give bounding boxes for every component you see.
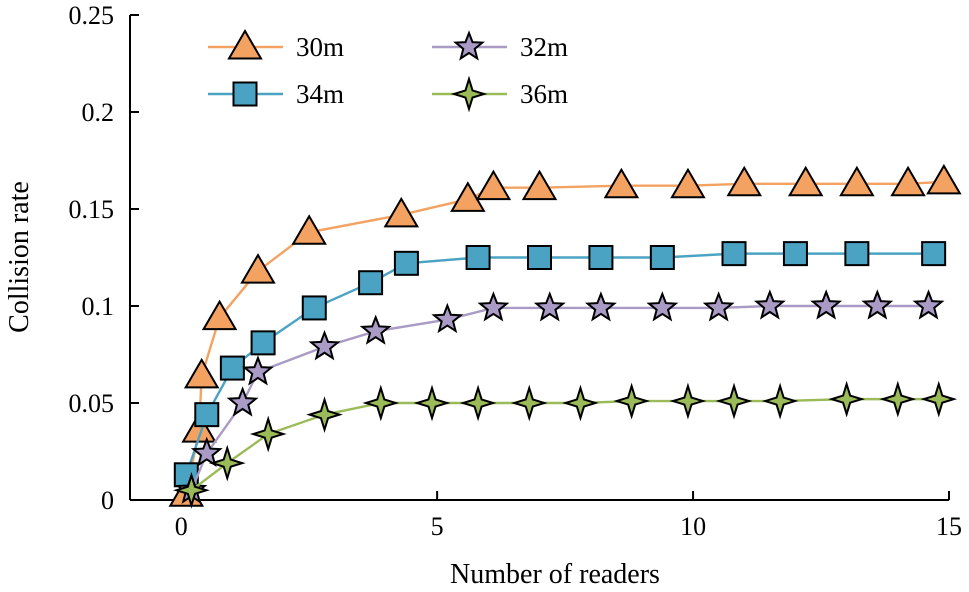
legend: 30m 34m 32m 36m — [208, 29, 568, 113]
data-point-32m — [308, 329, 341, 361]
data-point-30m — [787, 165, 824, 197]
data-point-30m — [603, 167, 640, 199]
data-point-30m — [890, 165, 926, 197]
data-point-30m — [475, 169, 512, 201]
y-tick-label: 0.15 — [69, 195, 115, 224]
x-tick-label: 0 — [175, 512, 188, 541]
legend-marker-34m — [232, 81, 258, 107]
data-point-32m — [861, 289, 894, 320]
data-point-32m — [190, 436, 223, 468]
data-point-30m — [521, 169, 558, 201]
series-line-36m — [190, 397, 939, 492]
data-point-34m — [921, 241, 947, 267]
data-point-32m — [533, 291, 566, 322]
data-point-30m — [926, 163, 962, 195]
y-tick-label: 0.2 — [82, 98, 115, 127]
series-line-32m — [190, 304, 929, 491]
data-point-30m — [291, 214, 327, 245]
data-point-36m — [459, 384, 497, 422]
legend-marker-36m — [450, 75, 488, 113]
legend-item-32m: 32m — [432, 30, 568, 62]
data-point-36m — [208, 444, 246, 482]
data-point-30m — [240, 253, 276, 284]
data-point-32m — [477, 291, 510, 322]
data-point-32m — [810, 289, 843, 320]
series-34m — [173, 241, 947, 488]
data-point-32m — [753, 289, 786, 320]
series-layer — [168, 163, 962, 509]
x-axis-title: Number of readers — [450, 559, 660, 590]
legend-item-34m: 34m — [208, 79, 344, 109]
data-point-36m — [879, 380, 917, 418]
data-point-34m — [844, 241, 870, 267]
legend-marker-30m — [227, 29, 263, 60]
data-point-34m — [358, 270, 384, 296]
data-point-36m — [920, 380, 958, 418]
data-point-36m — [510, 384, 548, 422]
data-point-36m — [249, 415, 287, 453]
series-line-30m — [185, 180, 944, 495]
data-point-34m — [527, 245, 552, 270]
y-tick-label: 0.1 — [82, 292, 115, 321]
data-point-34m — [250, 330, 276, 356]
axes — [129, 15, 949, 501]
data-point-30m — [383, 196, 420, 228]
ticks: 0 5 10 15 0 0.05 0.1 0.15 0.2 0.25 — [69, 1, 963, 541]
data-point-30m — [201, 299, 238, 331]
data-point-34m — [393, 250, 419, 276]
data-point-32m — [431, 302, 464, 334]
data-point-34m — [588, 245, 614, 270]
x-tick-label: 10 — [680, 512, 706, 541]
data-point-34m — [782, 241, 808, 267]
data-point-34m — [649, 245, 675, 270]
legend-label: 36m — [520, 79, 568, 109]
data-point-36m — [173, 471, 210, 509]
x-tick-label: 15 — [936, 512, 962, 541]
y-tick-label: 0.25 — [69, 1, 115, 30]
data-point-30m — [670, 167, 706, 199]
data-point-30m — [183, 357, 220, 389]
data-point-32m — [912, 289, 945, 320]
legend-item-36m: 36m — [432, 75, 568, 113]
y-tick-label: 0 — [101, 486, 114, 515]
legend-label: 34m — [296, 79, 344, 109]
data-point-34m — [721, 241, 747, 267]
data-point-36m — [669, 382, 707, 420]
data-point-34m — [465, 245, 491, 270]
y-tick-label: 0.05 — [69, 389, 115, 418]
data-point-32m — [226, 386, 259, 417]
data-point-32m — [702, 291, 735, 322]
data-point-34m — [219, 355, 245, 381]
series-line-34m — [185, 252, 934, 476]
legend-label: 30m — [296, 32, 344, 62]
data-point-34m — [301, 295, 327, 321]
legend-marker-32m — [453, 30, 485, 61]
data-point-30m — [726, 165, 762, 197]
data-point-36m — [761, 382, 799, 420]
data-point-32m — [359, 314, 392, 345]
data-point-32m — [242, 355, 274, 386]
data-point-30m — [839, 165, 875, 197]
x-tick-label: 5 — [431, 512, 444, 541]
legend-item-30m: 30m — [208, 29, 344, 62]
data-point-36m — [306, 396, 343, 434]
y-axis-title: Collision rate — [4, 181, 35, 333]
data-point-36m — [562, 384, 599, 422]
data-point-36m — [715, 382, 753, 420]
data-point-30m — [181, 412, 217, 443]
data-point-36m — [828, 380, 866, 418]
data-point-34m — [194, 402, 220, 428]
data-point-36m — [362, 384, 400, 422]
data-point-36m — [413, 384, 451, 422]
data-point-32m — [646, 291, 679, 322]
legend-label: 32m — [520, 32, 568, 62]
data-point-36m — [613, 382, 651, 420]
series-32m — [175, 289, 945, 504]
series-30m — [168, 163, 962, 507]
data-point-32m — [584, 291, 617, 322]
series-36m — [173, 380, 958, 509]
data-point-30m — [450, 181, 486, 212]
